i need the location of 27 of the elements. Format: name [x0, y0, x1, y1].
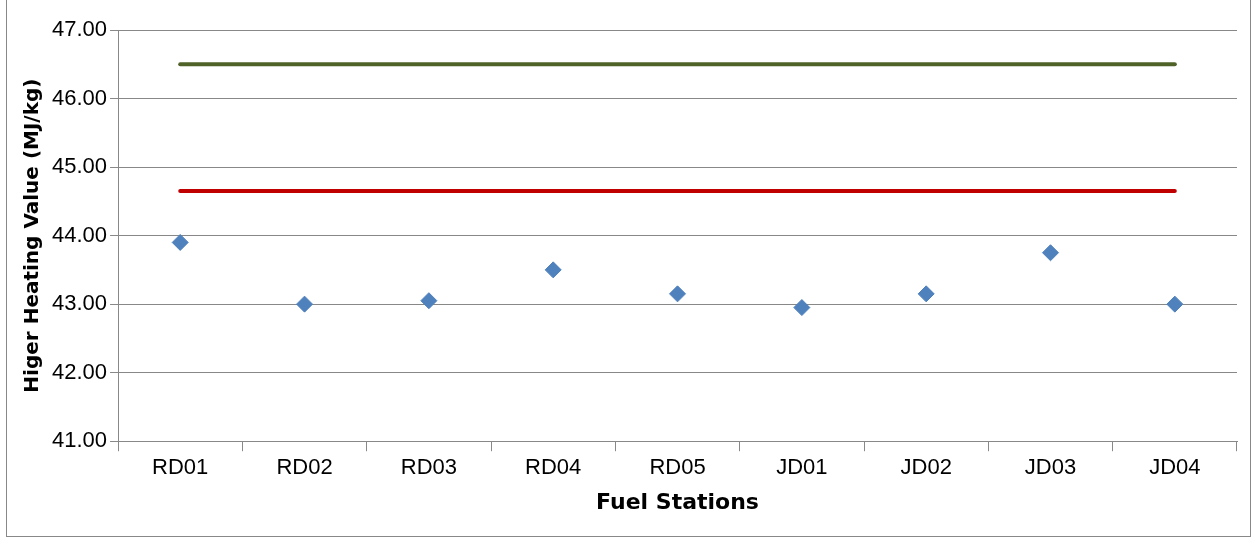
- point: [296, 295, 314, 313]
- point: [420, 292, 438, 310]
- point: [544, 261, 562, 279]
- y-tick-label: 42.00: [51, 358, 108, 384]
- x-axis-title: Fuel Stations: [596, 488, 759, 514]
- y-tick-label: 41.00: [51, 427, 108, 453]
- x-tick-label: RD04: [525, 454, 582, 480]
- point: [669, 285, 687, 303]
- y-tick-label: 43.00: [51, 290, 108, 316]
- x-tick-label: RD05: [649, 454, 706, 480]
- x-tick-label: RD01: [152, 454, 209, 480]
- x-tick-label: JD04: [1149, 454, 1201, 480]
- x-tick-label: RD02: [276, 454, 333, 480]
- x-tick-label: RD03: [400, 454, 457, 480]
- y-tick-label: 47.00: [51, 16, 108, 42]
- point: [793, 299, 811, 317]
- y-tick-label: 45.00: [51, 153, 108, 179]
- x-tick-label: JD02: [900, 454, 952, 480]
- y-axis-title: Higer Heating Value (MJ/kg): [19, 78, 44, 393]
- point: [917, 285, 935, 303]
- y-tick-label: 46.00: [51, 84, 108, 110]
- x-tick-label: JD03: [1024, 454, 1077, 480]
- y-tick-label: 44.00: [51, 221, 108, 247]
- point: [171, 233, 189, 251]
- point: [1166, 295, 1184, 313]
- point: [1042, 244, 1060, 262]
- x-tick-label: JD01: [776, 454, 828, 480]
